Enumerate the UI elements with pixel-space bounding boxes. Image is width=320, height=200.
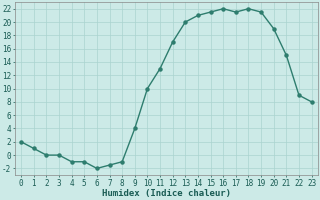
X-axis label: Humidex (Indice chaleur): Humidex (Indice chaleur)	[102, 189, 231, 198]
